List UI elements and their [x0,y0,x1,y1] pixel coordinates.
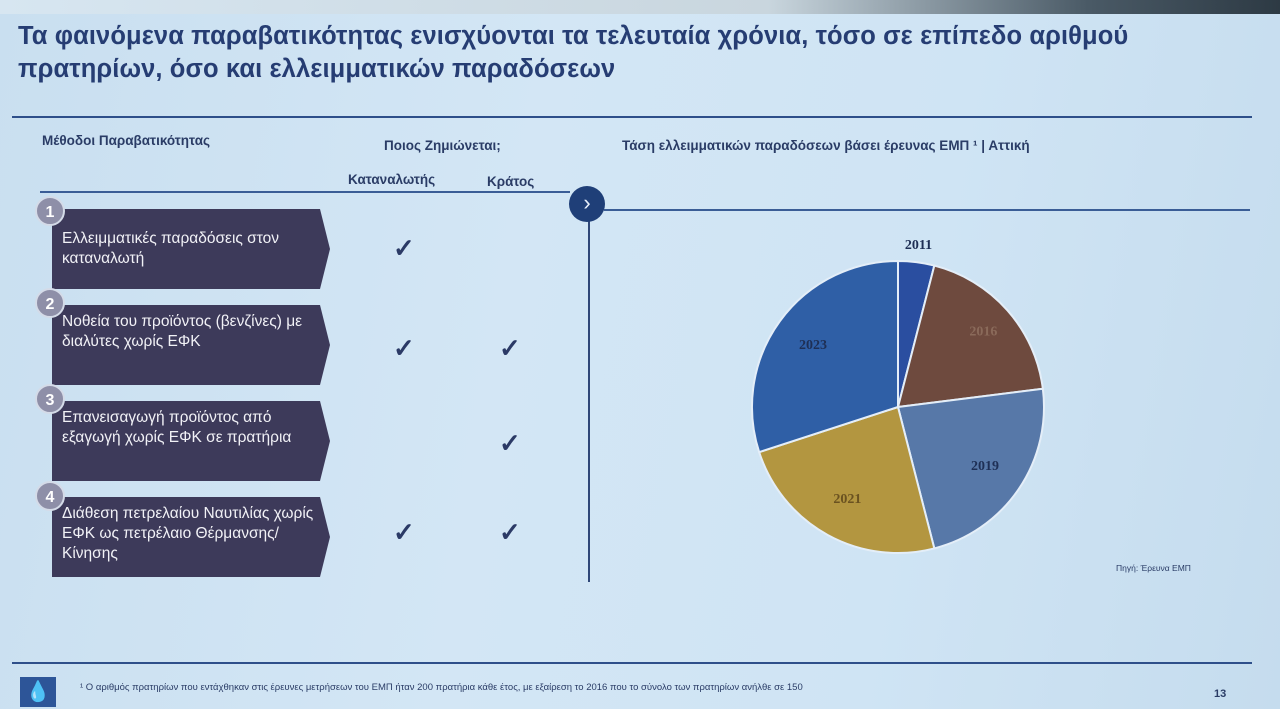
check-icon-state-2: ✓ [499,333,521,363]
pie-slice-2016 [896,264,1044,409]
footer-divider [12,662,1252,664]
chart-title: Τάση ελλειμματικών παραδόσεων βάσει έρευ… [622,138,1030,153]
page-number: 13 [1214,688,1227,700]
state-column-header: Κράτος [487,174,535,189]
title-divider [12,116,1252,118]
top-bar [0,0,1280,14]
pie-label-2021: 2021 [833,492,861,507]
method-row-3: Επανεισαγωγή προϊόντος από εξαγωγή χωρίς… [52,401,330,481]
check-icon-state-4: ✓ [499,517,521,547]
pie-label-2016: 2016 [969,325,997,340]
consumer-column-header: Καταναλωτής [348,172,436,187]
methods-header: Μέθοδοι Παραβατικότητας [42,133,211,148]
check-icon-consumer-1: ✓ [393,233,415,263]
vertical-separator [588,210,590,582]
pie-slice-2019 [896,387,1045,550]
pie-slice-2021 [757,405,936,554]
footnote: ¹ Ο αριθμός πρατηρίων που εντάχθηκαν στι… [80,682,803,693]
method-number-3: 3 [35,384,65,414]
chart-source: Πηγή: Έρευνα ΕΜΠ [1116,563,1191,573]
method-number-4: 4 [35,481,65,511]
table-divider [40,191,570,193]
chart-divider [604,209,1250,211]
method-number-1: 1 [35,196,65,226]
method-row-4: Διάθεση πετρελαίου Ναυτιλίας χωρίς ΕΦΚ ω… [52,497,330,577]
method-number-2: 2 [35,288,65,318]
who-header: Ποιος Ζημιώνεται; [384,138,501,153]
pie-label-2019: 2019 [971,459,999,474]
pie-label-2023: 2023 [799,338,827,353]
method-row-1: Ελλειμματικές παραδόσεις στον καταναλωτή [52,209,330,289]
pie-chart: 2011 2016 2019 2021 2023 [751,238,1045,554]
method-row-2: Νοθεία του προϊόντος (βενζίνες) με διαλύ… [52,305,330,385]
check-icon-consumer-4: ✓ [393,517,415,547]
drop-icon: 💧 [20,677,56,707]
chevron-right-icon: › [569,186,605,222]
check-icon-state-3: ✓ [499,428,521,458]
check-icon-consumer-2: ✓ [393,333,415,363]
pie-slice-2023 [751,259,899,454]
slide-title: Τα φαινόμενα παραβατικότητας ενισχύονται… [18,22,1129,83]
pie-label-2011: 2011 [905,238,932,253]
